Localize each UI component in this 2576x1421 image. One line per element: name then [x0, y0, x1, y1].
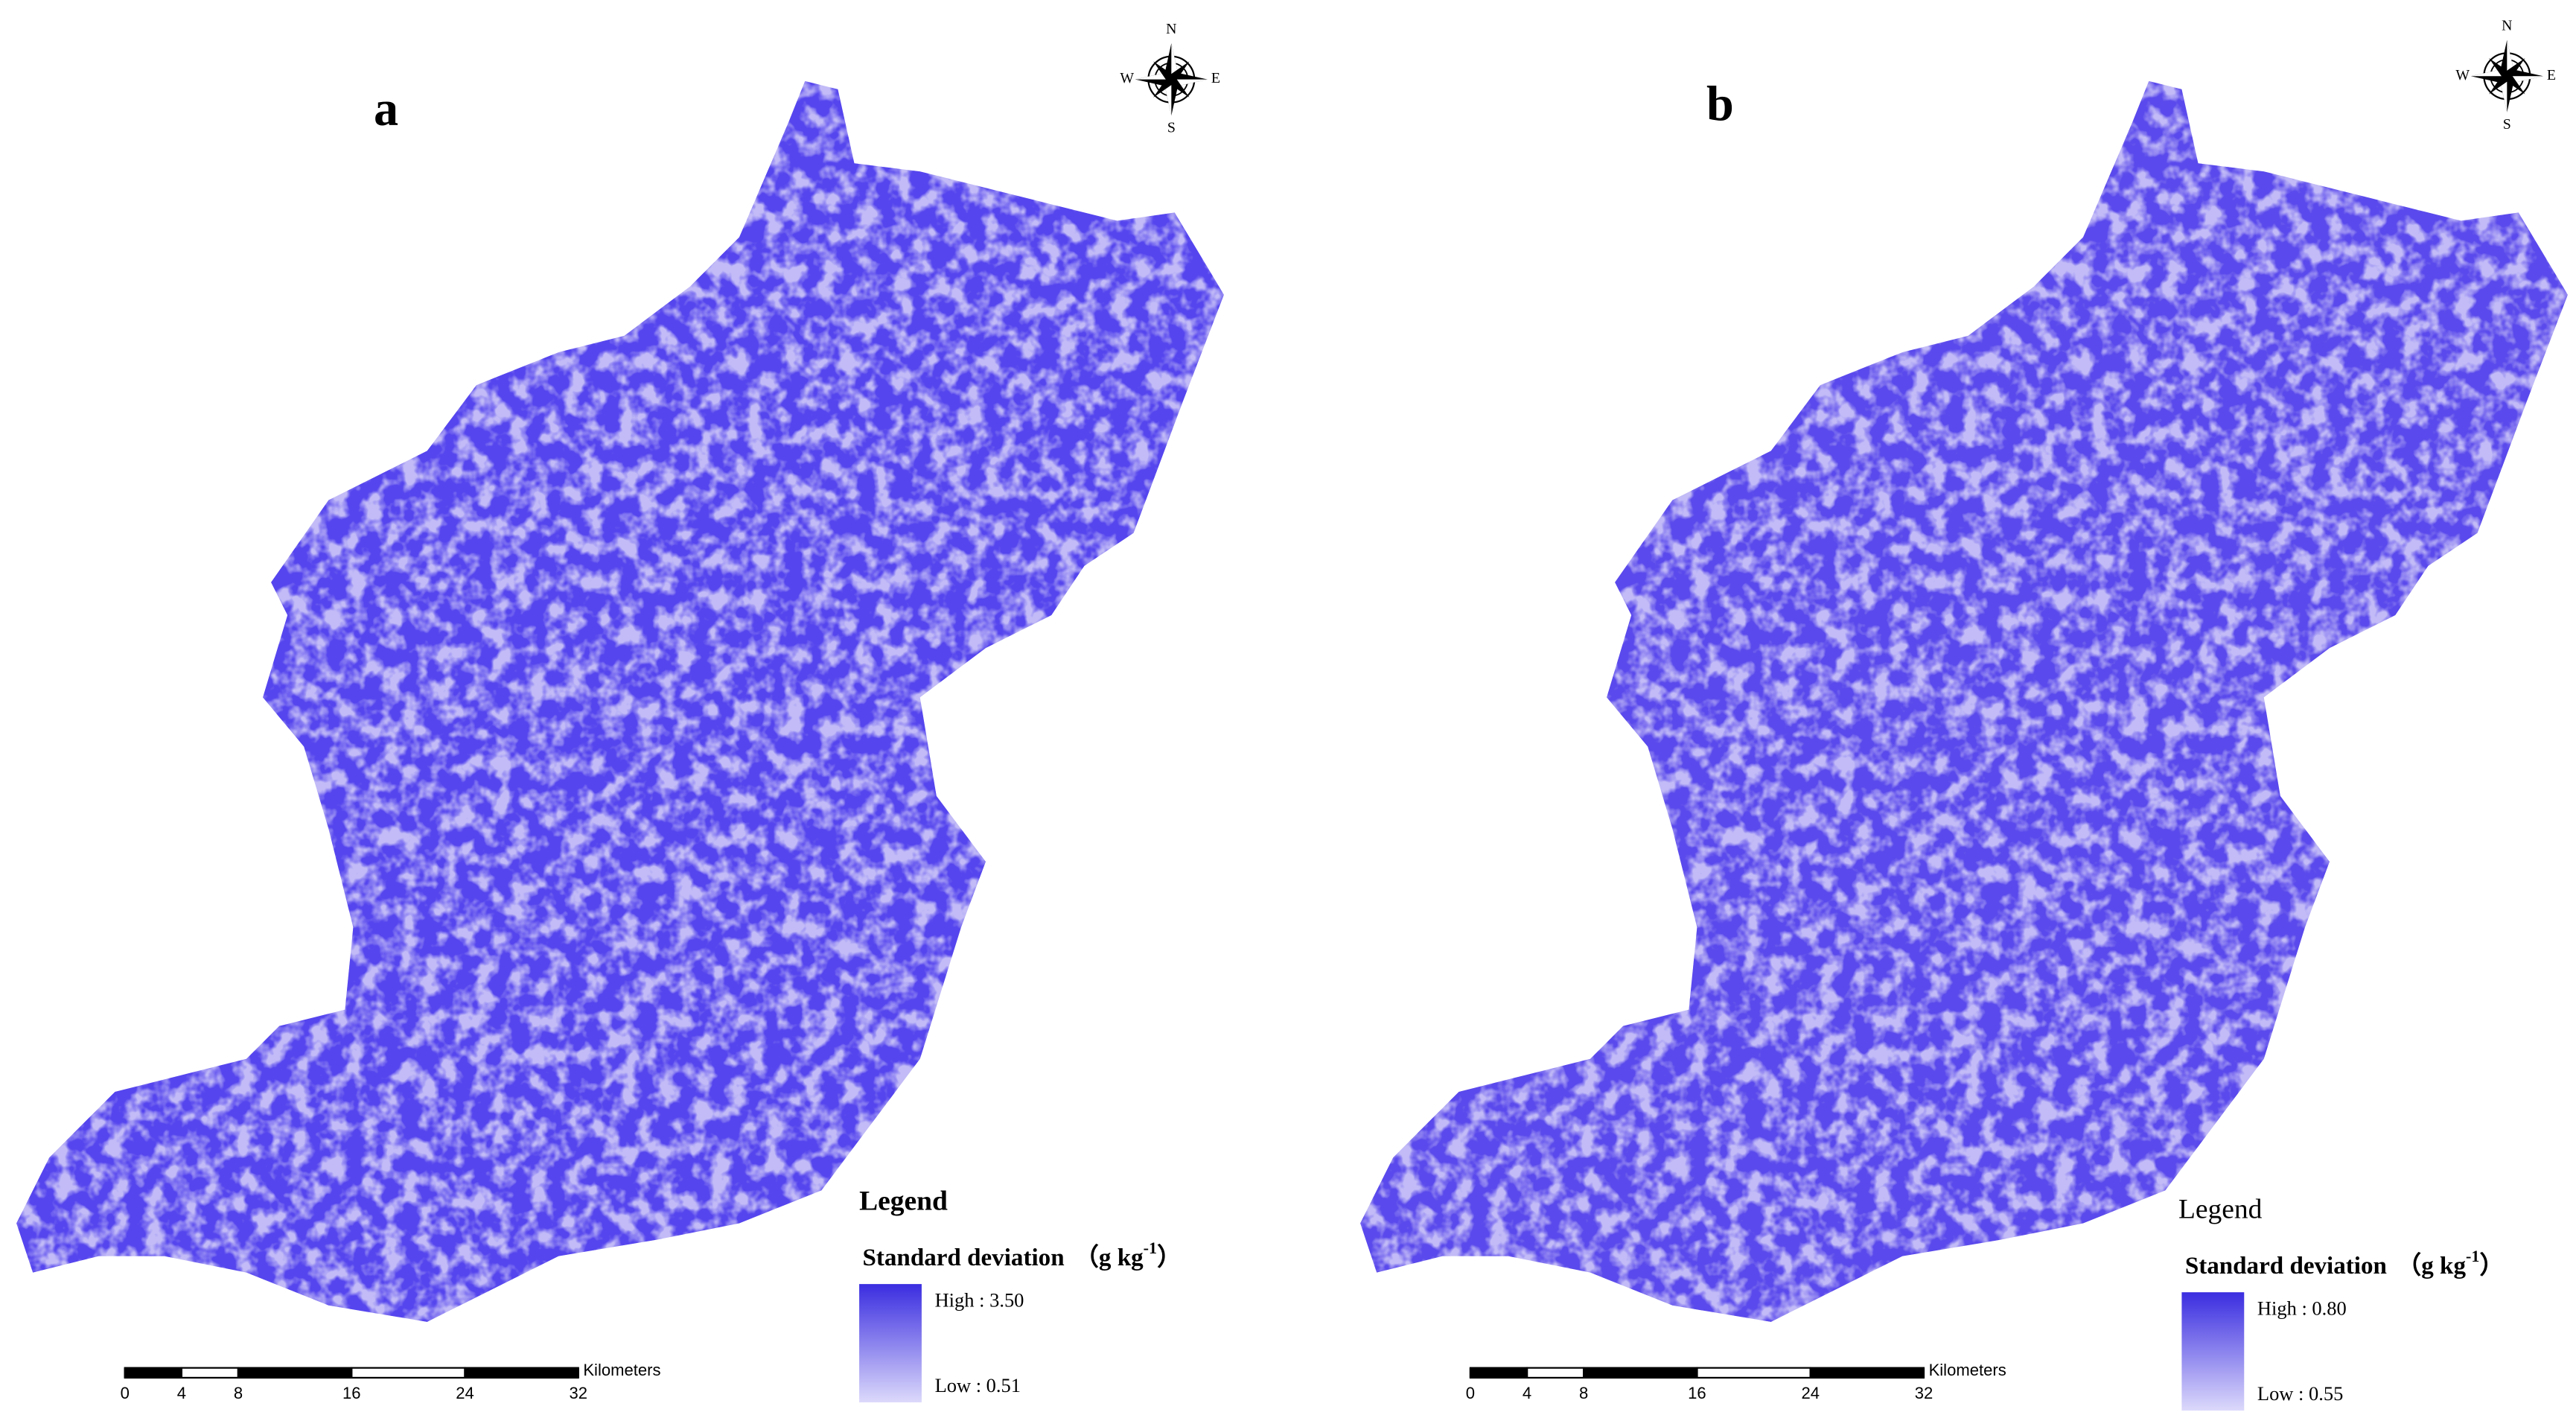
- legend-unit: （g kg: [2397, 1252, 2466, 1279]
- scale-bar-label: 0: [121, 1384, 130, 1402]
- scale-bar-segment: [464, 1367, 579, 1379]
- legend-unit-exponent: -1: [2466, 1247, 2479, 1265]
- scale-bar-unit: Kilometers: [583, 1361, 660, 1379]
- region-texture: [16, 80, 1224, 1322]
- legend-unit: （g kg: [1074, 1244, 1144, 1271]
- scale-bar: 0 4 8 16 24 32 Kilometers: [1466, 1361, 2006, 1402]
- legend-heading: Legend: [2178, 1195, 2263, 1225]
- panel-label: a: [374, 82, 398, 136]
- compass-star: [1135, 43, 1208, 116]
- scale-bar-label: 4: [1523, 1384, 1531, 1402]
- scale-bar-unit: Kilometers: [1929, 1361, 2006, 1379]
- legend-title: Standard deviation （g kg-1）: [862, 1239, 1182, 1271]
- legend-unit-close: ）: [2479, 1252, 2504, 1279]
- compass-star: [2470, 39, 2543, 112]
- legend-high: High : 3.50: [935, 1288, 1024, 1311]
- scale-bar-segment: [1469, 1367, 1528, 1379]
- compass-star: [2489, 57, 2525, 95]
- region-map: [1360, 80, 2568, 1322]
- compass-w: W: [1120, 70, 1134, 86]
- legend-heading: Legend: [859, 1186, 948, 1217]
- scale-bar-segment: [1525, 1367, 1585, 1379]
- legend-high: High : 0.80: [2257, 1297, 2347, 1319]
- legend-color-ramp: [859, 1284, 922, 1402]
- map-panel: a N S E W Legend Standard deviation （g kg-1） Hig…: [16, 21, 1224, 1402]
- scale-bar-segment: [237, 1367, 353, 1379]
- region-texture: [1360, 80, 2568, 1322]
- compass: N S E W: [1120, 21, 1220, 136]
- legend-title-text: Standard deviation: [2185, 1253, 2387, 1279]
- scale-bar-segment: [1809, 1367, 1925, 1379]
- map-panel: b N S E W Legend Standard deviation （g kg-1） Hig…: [1360, 18, 2568, 1411]
- legend-low: Low : 0.51: [935, 1374, 1021, 1396]
- legend-title-text: Standard deviation: [862, 1244, 1064, 1271]
- legend-low: Low : 0.55: [2257, 1382, 2343, 1405]
- scale-bar-label: 16: [1688, 1384, 1706, 1402]
- scale-bar-label: 32: [1915, 1384, 1933, 1402]
- scale-bar-label: 0: [1466, 1384, 1475, 1402]
- scale-bar-label: 24: [456, 1384, 474, 1402]
- scale-bar-segment: [351, 1367, 466, 1379]
- scale-bar-label: 8: [234, 1384, 243, 1402]
- legend-color-ramp: [2181, 1292, 2245, 1411]
- scale-bar-segment: [124, 1367, 182, 1379]
- compass-n: N: [1166, 21, 1176, 37]
- legend-title: Standard deviation （g kg-1）: [2185, 1247, 2505, 1279]
- scale-bar-segment: [180, 1367, 240, 1379]
- compass-star: [1153, 61, 1190, 98]
- compass-e: E: [2547, 67, 2556, 83]
- compass-s: S: [2503, 116, 2511, 133]
- scale-bar-segment: [1696, 1367, 1811, 1379]
- compass-n: N: [2502, 18, 2512, 34]
- scale-bar-label: 4: [177, 1384, 186, 1402]
- scale-bar-label: 16: [342, 1384, 361, 1402]
- scale-bar-label: 24: [1801, 1384, 1820, 1402]
- compass: N S E W: [2455, 18, 2556, 133]
- scale-bar-label: 8: [1579, 1384, 1588, 1402]
- legend-unit-exponent: -1: [1144, 1239, 1157, 1257]
- scale-bar-label: 32: [569, 1384, 587, 1402]
- legend-unit-close: ）: [1157, 1244, 1182, 1271]
- compass-e: E: [1211, 70, 1220, 86]
- panel-label: b: [1706, 77, 1734, 132]
- region-map: [16, 80, 1224, 1322]
- scale-bar: 0 4 8 16 24 32 Kilometers: [121, 1361, 661, 1402]
- scale-bar-segment: [1583, 1367, 1698, 1379]
- compass-s: S: [1167, 119, 1176, 136]
- compass-w: W: [2455, 67, 2470, 83]
